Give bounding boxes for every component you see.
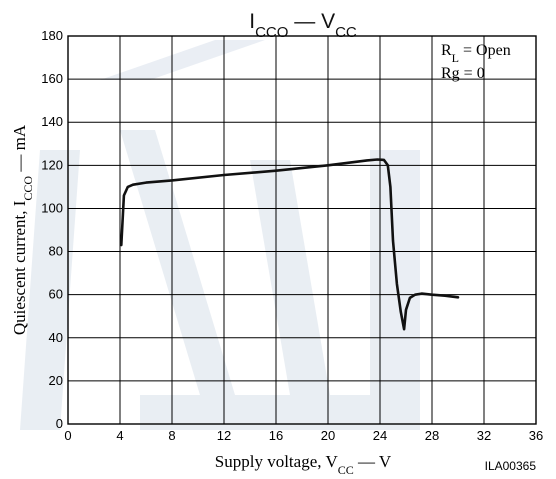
x-tick-labels: 0 4 8 12 16 20 24 28 32 36 (64, 428, 543, 443)
y-axis-label: Quiescent current, ICCO — mA (10, 124, 35, 335)
y-tick-label: 0 (56, 416, 63, 431)
legend-rl: RL = Open (441, 42, 511, 65)
series-line-0 (120, 158, 460, 331)
y-tick-label: 120 (41, 157, 63, 172)
y-tick-label: 60 (49, 287, 63, 302)
x-tick-label: 20 (321, 428, 335, 443)
y-tick-label: 80 (49, 244, 63, 259)
x-tick-label: 12 (217, 428, 231, 443)
x-tick-label: 4 (116, 428, 123, 443)
plot-frame (67, 35, 537, 425)
x-tick-label: 32 (477, 428, 491, 443)
y-tick-labels: 0 20 40 60 80 100 120 140 160 180 (41, 28, 63, 431)
y-tick-label: 140 (41, 114, 63, 129)
x-tick-label: 24 (373, 428, 387, 443)
y-tick-label: 180 (41, 28, 63, 43)
y-tick-label: 100 (41, 200, 63, 215)
x-axis-label: Supply voltage, VCC — V (215, 452, 392, 477)
grid-lines (67, 35, 537, 425)
y-tick-label: 160 (41, 71, 63, 86)
x-tick-label: 8 (168, 428, 175, 443)
y-tick-label: 20 (49, 373, 63, 388)
x-tick-label: 16 (269, 428, 283, 443)
y-tick-label: 40 (49, 330, 63, 345)
watermark (20, 40, 420, 430)
legend-rg: Rg = 0 (441, 65, 485, 82)
x-tick-label: 36 (529, 428, 543, 443)
x-tick-label: 0 (64, 428, 71, 443)
x-tick-label: 28 (425, 428, 439, 443)
figure-code: ILA00365 (485, 459, 537, 473)
series-layer (120, 158, 460, 331)
